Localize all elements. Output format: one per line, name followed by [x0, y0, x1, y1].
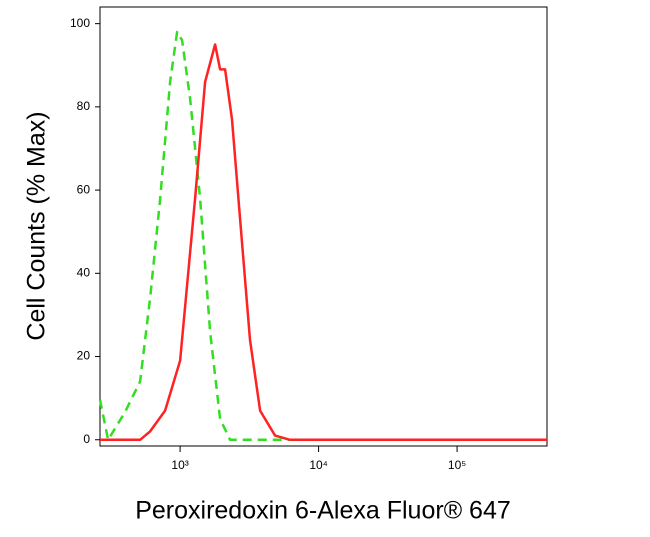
- x-tick-label: 10⁵: [448, 458, 466, 472]
- series-line: [100, 43, 547, 442]
- x-tick-label: 10³: [171, 458, 188, 472]
- y-tick-label: 100: [70, 16, 90, 30]
- y-axis-title: Cell Counts (% Max): [23, 111, 51, 340]
- y-tick-label: 80: [77, 99, 91, 113]
- plot-frame: [99, 6, 548, 447]
- y-tick-label: 60: [77, 182, 91, 196]
- series-line: [98, 30, 547, 442]
- x-axis-title: Peroxiredoxin 6-Alexa Fluor® 647: [135, 497, 511, 525]
- y-tick-label: 20: [77, 349, 91, 363]
- x-tick-label: 10⁴: [309, 458, 328, 472]
- y-tick-label: 0: [83, 432, 90, 446]
- y-tick-label: 40: [77, 265, 91, 279]
